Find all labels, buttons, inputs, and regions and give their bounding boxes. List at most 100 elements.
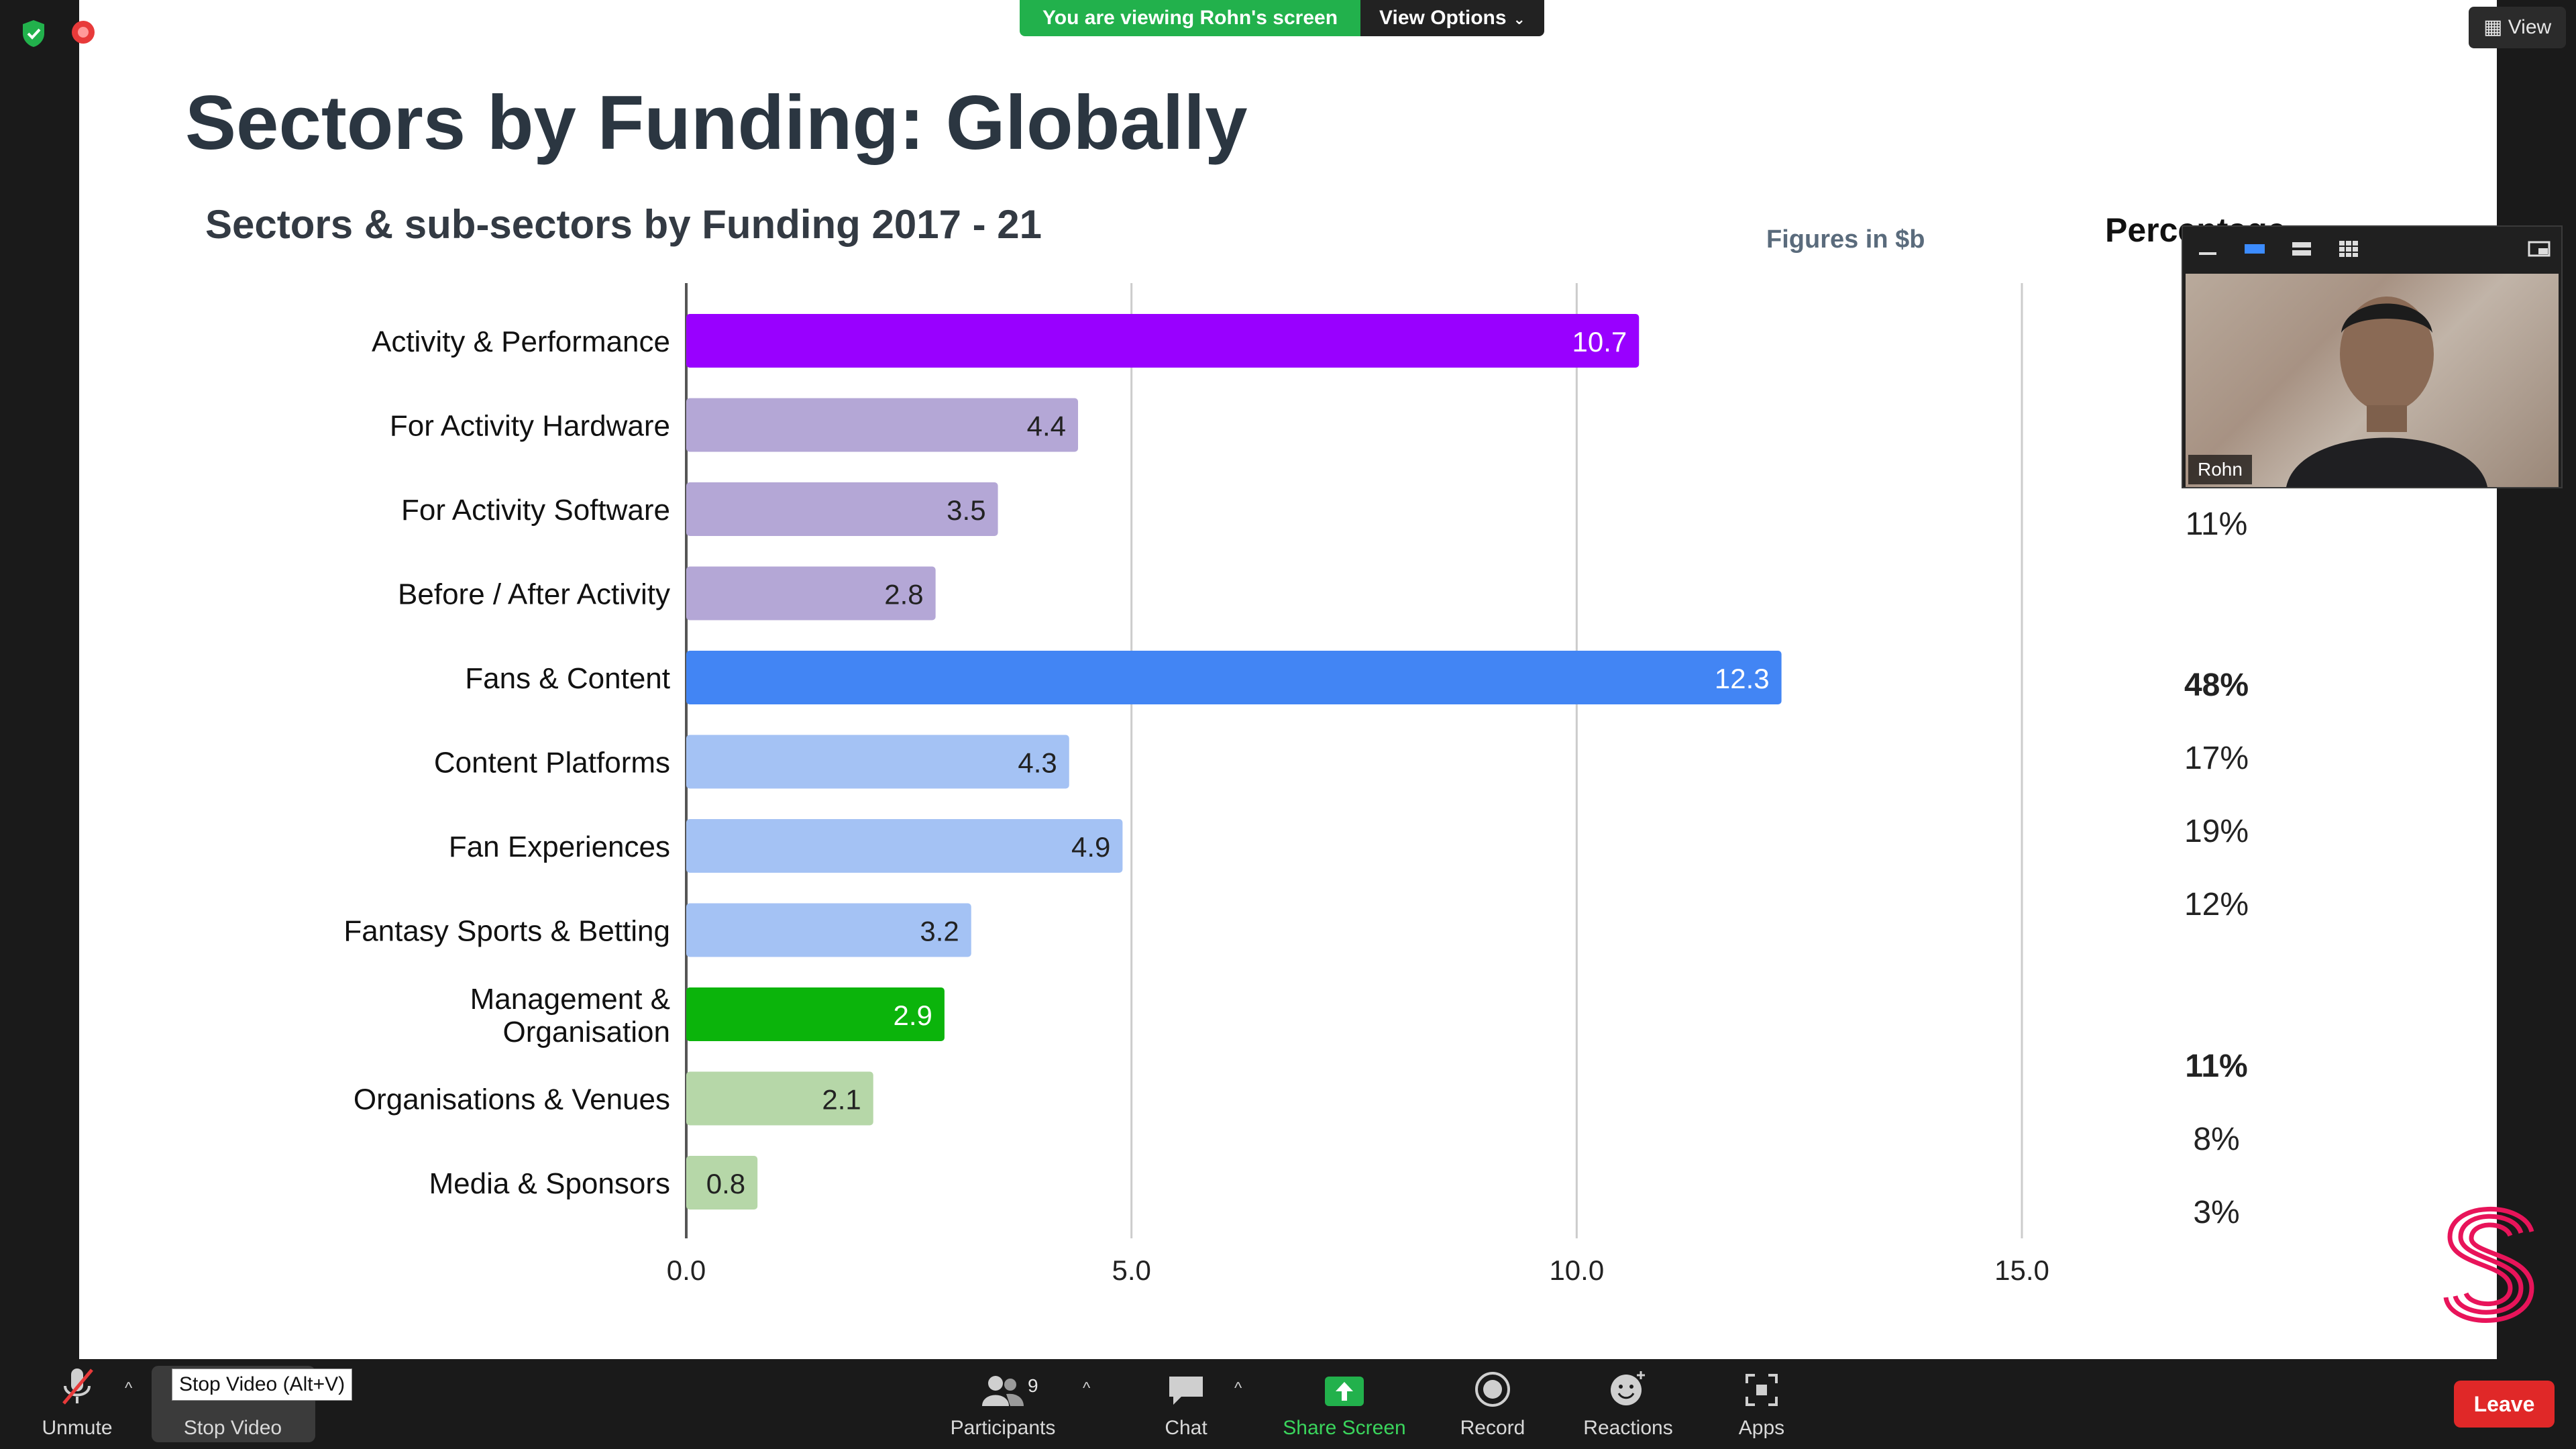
apps-icon — [1746, 1374, 1778, 1406]
share-screen-label: Share Screen — [1283, 1417, 1406, 1439]
floating-video-panel[interactable]: Rohn — [2182, 225, 2563, 488]
percentage-value: 19% — [2184, 814, 2249, 849]
stop-video-label: Stop Video — [183, 1417, 282, 1439]
reactions-label: Reactions — [1583, 1417, 1673, 1439]
funding-bar-chart: 10.7 Activity & Performance 4.4 For Activit… — [343, 283, 2049, 1286]
bar-value-label: 10.7 — [1572, 326, 1627, 358]
percentage-value: 11% — [2185, 506, 2248, 542]
stop-video-button[interactable]: Stop Video — [158, 1359, 307, 1449]
x-tick-label: 5.0 — [1112, 1254, 1150, 1286]
x-tick-label: 15.0 — [1994, 1254, 2049, 1286]
category-label: Organisations & Venues — [354, 1083, 670, 1116]
chart-title: Sectors & sub-sectors by Funding 2017 - … — [205, 202, 1042, 247]
bar-value-label: 2.8 — [884, 579, 923, 610]
view-options-label: View Options — [1379, 7, 1507, 29]
share-screen-button[interactable]: Share Screen — [1279, 1359, 1410, 1449]
bar-value-label: 4.4 — [1027, 411, 1066, 442]
bar-value-label: 4.3 — [1018, 747, 1057, 779]
reactions-button[interactable]: Reactions — [1576, 1359, 1680, 1449]
x-tick-label: 10.0 — [1549, 1254, 1604, 1286]
gallery-view-icon[interactable] — [2337, 240, 2360, 258]
category-label: Media & Sponsors — [429, 1167, 670, 1200]
grid-view-icon: ▦ — [2483, 16, 2503, 38]
meeting-info-icons — [20, 19, 97, 48]
bar-value-label: 2.9 — [894, 1000, 932, 1031]
bar — [686, 1071, 873, 1126]
chat-label: Chat — [1165, 1417, 1208, 1439]
category-label: For Activity Hardware — [390, 410, 670, 443]
apps-button[interactable]: Apps — [1728, 1359, 1795, 1449]
bar — [686, 482, 998, 536]
view-button[interactable]: ▦ View — [2469, 7, 2567, 48]
reactions-smiley-icon — [1611, 1371, 1645, 1405]
percentage-value: 17% — [2184, 741, 2249, 776]
screen-share-banner: You are viewing Rohn's screen View Optio… — [1020, 0, 1544, 36]
video-panel-toolbar — [2183, 227, 2561, 271]
bar-value-label: 3.5 — [947, 494, 985, 526]
percentage-value: 11% — [2185, 1049, 2248, 1084]
x-tick-label: 0.0 — [667, 1254, 706, 1286]
participant-avatar-silhouette — [2286, 297, 2487, 487]
record-icon — [1475, 1372, 1510, 1407]
percentage-value: 3% — [2193, 1195, 2240, 1230]
brand-logo — [2443, 1206, 2534, 1323]
bar — [686, 1156, 758, 1210]
participants-options-caret-icon[interactable]: ^ — [1083, 1379, 1091, 1397]
recording-indicator-icon — [72, 21, 95, 44]
audio-options-caret-icon[interactable]: ^ — [125, 1379, 133, 1397]
chevron-down-icon: ⌄ — [1513, 11, 1525, 28]
percentage-value: 12% — [2184, 887, 2249, 922]
stacked-view-icon[interactable] — [2290, 240, 2313, 258]
view-button-label: View — [2508, 16, 2552, 38]
bar — [686, 314, 1640, 368]
bar-value-label: 0.8 — [706, 1168, 745, 1199]
unmute-button[interactable]: Unmute — [27, 1359, 127, 1449]
stop-video-tooltip: Stop Video (Alt+V) — [172, 1368, 353, 1401]
percentage-value: 8% — [2193, 1122, 2240, 1157]
slide-title: Sectors by Funding: Globally — [185, 80, 1248, 166]
share-screen-icon — [1325, 1377, 1364, 1406]
bar-value-label: 12.3 — [1715, 663, 1770, 694]
unmute-label: Unmute — [42, 1417, 113, 1439]
chat-button[interactable]: Chat — [1152, 1359, 1220, 1449]
category-label: Fan Experiences — [449, 830, 670, 863]
percentage-value: 48% — [2184, 667, 2249, 703]
bar — [686, 651, 1782, 704]
bar — [686, 735, 1069, 789]
meeting-toolbar: Unmute ^ Stop Video Participants 9 ^ Cha… — [0, 1359, 2576, 1449]
record-button[interactable]: Record — [1449, 1359, 1536, 1449]
bar — [686, 987, 945, 1041]
speaker-view-icon[interactable] — [2243, 240, 2266, 258]
minimize-icon[interactable] — [2196, 240, 2219, 258]
muted-microphone-icon — [62, 1368, 93, 1405]
category-label: Management & Organisation — [470, 983, 670, 1049]
exit-fullscreen-icon[interactable] — [2528, 240, 2551, 258]
bar — [686, 903, 971, 957]
category-label: Content Platforms — [434, 747, 670, 780]
shared-screen-slide: Sectors by Funding: Globally Sectors & s… — [79, 0, 2534, 1359]
bar — [686, 566, 936, 621]
category-label: Activity & Performance — [372, 325, 670, 358]
category-label: Fantasy Sports & Betting — [343, 915, 670, 948]
bar-value-label: 2.1 — [822, 1084, 861, 1116]
figures-note: Figures in $b — [1766, 225, 1925, 254]
participants-count: 9 — [1028, 1375, 1038, 1396]
category-label: Fans & Content — [465, 662, 670, 695]
participants-label: Participants — [950, 1417, 1056, 1439]
bar-value-label: 3.2 — [920, 916, 959, 947]
apps-label: Apps — [1738, 1417, 1785, 1439]
participant-video-feed: Rohn — [2186, 274, 2559, 487]
share-status-label: You are viewing Rohn's screen — [1020, 0, 1361, 36]
view-options-button[interactable]: View Options ⌄ — [1360, 0, 1544, 36]
category-label: Before / After Activity — [398, 578, 670, 611]
participants-button[interactable]: Participants — [939, 1359, 1067, 1449]
security-shield-icon[interactable] — [20, 19, 47, 48]
chat-bubble-icon — [1169, 1377, 1203, 1405]
leave-meeting-button[interactable]: Leave — [2454, 1381, 2555, 1428]
category-label: For Activity Software — [401, 494, 670, 527]
participants-icon — [982, 1376, 1024, 1406]
chat-options-caret-icon[interactable]: ^ — [1234, 1379, 1242, 1397]
participant-name-label: Rohn — [2188, 455, 2252, 484]
bar-value-label: 4.9 — [1071, 831, 1110, 863]
bar — [686, 398, 1079, 452]
